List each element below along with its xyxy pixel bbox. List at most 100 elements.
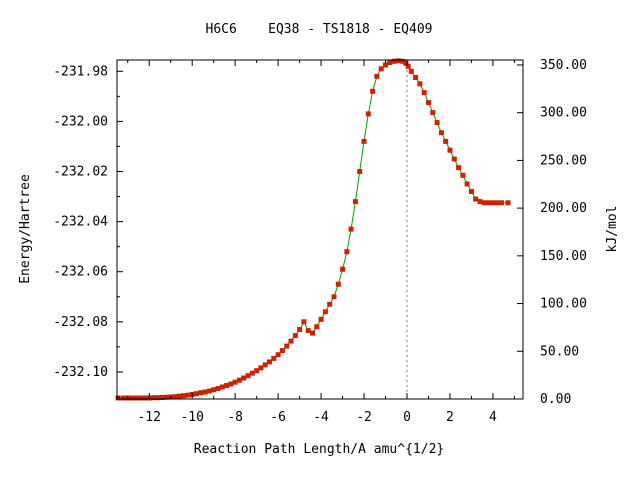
data-point [340, 266, 346, 272]
data-point [374, 73, 380, 79]
data-point [473, 196, 479, 202]
data-point [456, 165, 462, 171]
x-tick-label: -6 [270, 410, 286, 425]
data-point [468, 189, 474, 194]
y2-tick-label: 350.00 [540, 58, 587, 73]
data-point [120, 395, 126, 401]
chart-title: H6C6 EQ38 - TS1818 - EQ409 [206, 22, 433, 37]
x-tick-label: -10 [180, 410, 203, 425]
data-point [505, 200, 511, 206]
y2-tick-label: 250.00 [540, 153, 587, 168]
data-point [262, 362, 268, 368]
data-point [314, 324, 320, 330]
data-point [151, 395, 156, 401]
y-axis-label: Energy/Hartree [18, 174, 33, 284]
data-point [447, 147, 453, 153]
data-point [185, 392, 191, 398]
data-point [232, 379, 238, 385]
data-point [460, 172, 466, 178]
data-point [297, 327, 303, 333]
data-point [224, 383, 230, 388]
data-point [301, 319, 307, 325]
y-tick-label: -232.06 [53, 265, 108, 280]
data-point [176, 393, 182, 399]
data-point [348, 226, 354, 232]
data-point [318, 316, 324, 322]
x-tick-label: -2 [356, 410, 372, 425]
data-point [451, 156, 457, 162]
data-point [477, 199, 483, 205]
data-point [370, 88, 376, 94]
data-point [413, 75, 419, 80]
data-point [198, 390, 204, 396]
data-point [365, 111, 371, 117]
data-point [288, 338, 294, 344]
data-point [305, 328, 311, 334]
data-point [202, 389, 208, 395]
data-point [219, 384, 225, 390]
data-point [357, 169, 363, 174]
data-point [194, 391, 199, 397]
data-point [271, 355, 277, 361]
x-tick-label: -12 [137, 410, 160, 425]
data-point [481, 200, 487, 206]
y2-tick-label: 0.00 [540, 392, 571, 407]
data-point [331, 294, 337, 300]
y-tick-label: -232.10 [53, 365, 108, 380]
data-point [443, 138, 449, 144]
data-point [430, 110, 436, 116]
data-point [464, 181, 470, 187]
data-point [310, 330, 315, 336]
data-point [228, 381, 234, 387]
x-tick-label: -4 [313, 410, 329, 425]
data-point [322, 309, 328, 315]
y-tick-label: -232.04 [53, 215, 108, 230]
data-point [434, 120, 440, 126]
data-point [133, 395, 139, 401]
data-point [391, 58, 397, 64]
data-point [383, 62, 388, 68]
data-point [254, 368, 260, 374]
data-point [327, 301, 333, 307]
data-point [421, 90, 427, 96]
x-tick-label: -8 [227, 410, 243, 425]
y2-tick-label: 300.00 [540, 106, 587, 121]
data-point [279, 348, 285, 354]
data-point [400, 58, 406, 64]
x-tick-label: 4 [489, 410, 497, 425]
data-point [172, 394, 178, 400]
data-point [241, 375, 247, 381]
data-point [408, 68, 414, 74]
plot-area [115, 58, 511, 401]
data-point [490, 200, 496, 206]
axes: -12 -10 -8 -6 -4 -2 0 2 4 -231.98 -232.00 -232.02 -2… [53, 58, 587, 425]
data-point [275, 352, 281, 358]
x-axis-label: Reaction Path Length/A amu^{1/2} [194, 442, 444, 457]
data-point [267, 359, 272, 365]
data-point [405, 63, 411, 69]
y-tick-label: -231.98 [53, 64, 108, 79]
y-tick-label: -232.02 [53, 164, 108, 179]
data-point [426, 100, 431, 106]
y2-tick-label: 100.00 [540, 297, 587, 312]
y2-tick-label: 150.00 [540, 249, 587, 264]
data-point [159, 395, 165, 400]
x-tick-label: 0 [403, 410, 411, 425]
data-point [486, 200, 492, 206]
data-point [115, 395, 121, 401]
data-point [206, 388, 212, 394]
plot-frame [116, 59, 524, 400]
y-tick-label: -232.00 [53, 114, 108, 129]
data-point [138, 395, 144, 401]
y2-tick-label: 200.00 [540, 201, 587, 216]
data-point [258, 365, 264, 371]
y2-axis-label: kJ/mol [605, 206, 620, 253]
data-point [215, 386, 221, 391]
data-point [236, 377, 242, 383]
data-point [142, 395, 148, 401]
data-point [335, 281, 341, 287]
data-point [378, 66, 384, 72]
y-tick-label: -232.08 [53, 315, 108, 330]
data-point [344, 249, 350, 255]
